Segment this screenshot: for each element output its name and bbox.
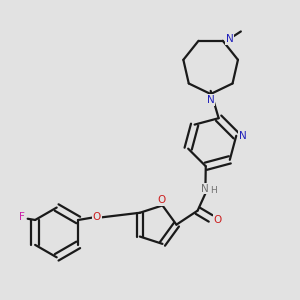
Text: N: N — [226, 34, 233, 44]
Text: N: N — [202, 184, 209, 194]
Text: N: N — [207, 95, 214, 105]
Text: F: F — [19, 212, 25, 223]
Text: O: O — [213, 215, 222, 225]
Text: O: O — [92, 212, 101, 223]
Text: O: O — [157, 195, 165, 206]
Text: N: N — [239, 131, 247, 141]
Text: H: H — [210, 186, 217, 195]
